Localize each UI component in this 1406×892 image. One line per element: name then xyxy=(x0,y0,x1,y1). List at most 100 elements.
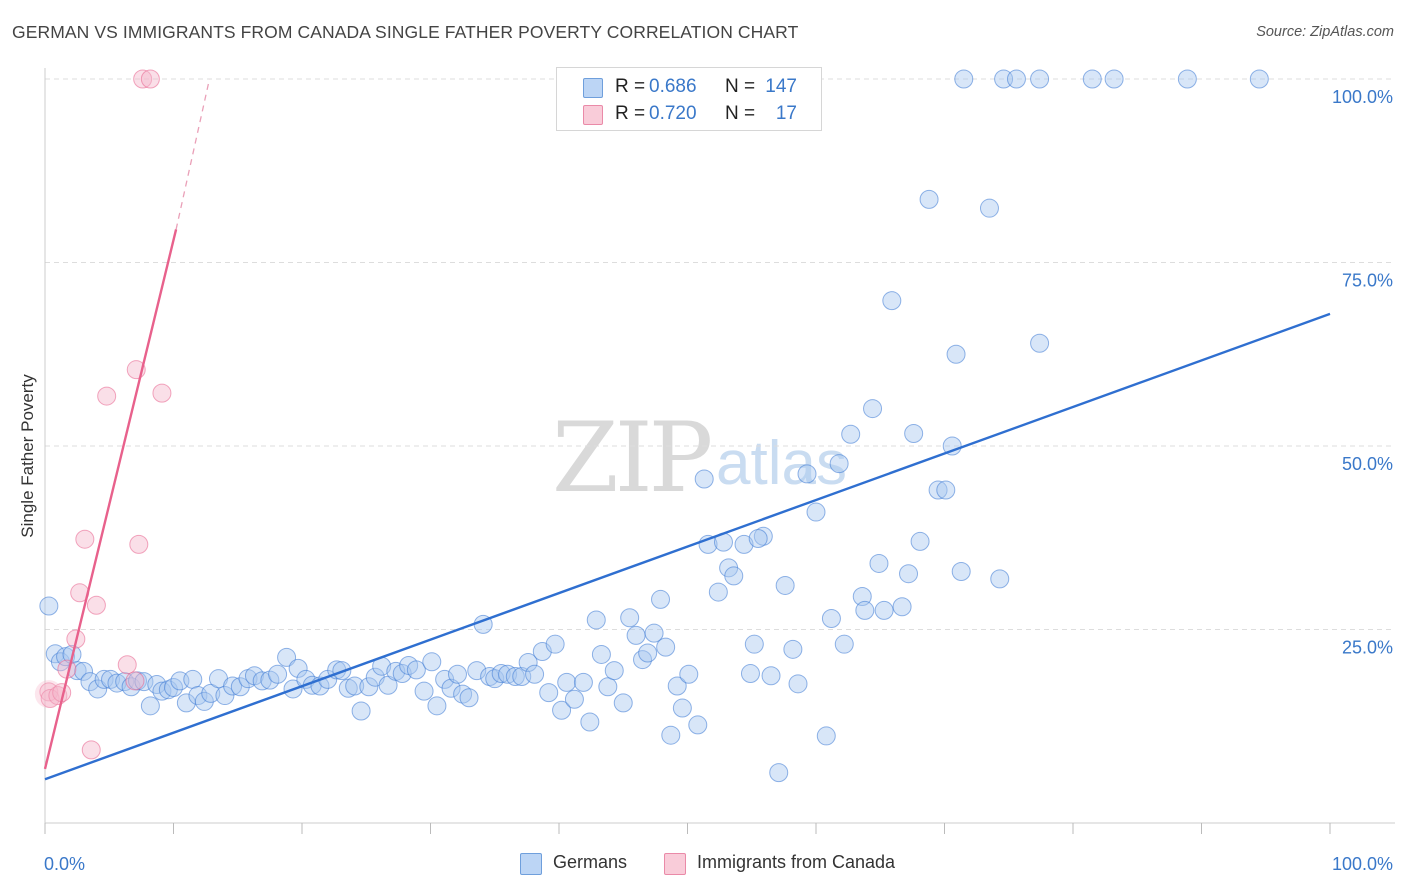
data-point-germans xyxy=(874,600,894,620)
data-point-germans xyxy=(591,644,611,664)
data-point-germans xyxy=(910,531,930,551)
data-point-germans xyxy=(626,625,646,645)
data-point-germans xyxy=(633,650,653,670)
data-point-germans xyxy=(919,189,939,209)
data-point-germans xyxy=(788,674,808,694)
data-point-germans xyxy=(260,670,280,690)
data-point-germans xyxy=(667,676,687,696)
data-point-germans xyxy=(1006,69,1026,89)
data-point-germans xyxy=(586,610,606,630)
data-point-germans xyxy=(147,675,167,695)
data-point-germans xyxy=(1030,333,1050,353)
data-point-germans xyxy=(816,726,836,746)
data-point-germans xyxy=(88,679,108,699)
data-point-germans xyxy=(94,669,114,689)
data-point-germans xyxy=(152,681,172,701)
data-point-germans xyxy=(557,672,577,692)
data-point-germans xyxy=(904,424,924,444)
data-point-germans xyxy=(453,684,473,704)
data-point-germans xyxy=(694,469,714,489)
data-point-germans xyxy=(661,725,681,745)
watermark-atlas: atlas xyxy=(716,429,847,498)
data-point-germans xyxy=(545,634,565,654)
x-tick-label: 100.0% xyxy=(1332,854,1393,874)
legend-r-value: 0.720 xyxy=(649,103,697,124)
data-point-germans xyxy=(74,661,94,681)
data-point-germans xyxy=(775,575,795,595)
legend-n-value: 147 xyxy=(765,76,797,97)
legend-n-value: 17 xyxy=(775,103,797,124)
data-point-germans xyxy=(1177,69,1197,89)
data-point-germans xyxy=(467,661,487,681)
data-point-germans xyxy=(1104,69,1124,89)
data-point-germans xyxy=(806,502,826,522)
data-point-germans xyxy=(1082,69,1102,89)
data-point-canada xyxy=(81,740,101,760)
bottom-legend-swatch-germans xyxy=(520,853,542,875)
data-point-germans xyxy=(638,643,658,663)
data-point-germans xyxy=(485,669,505,689)
data-point-germans xyxy=(194,691,214,711)
data-point-germans xyxy=(734,534,754,554)
data-point-germans xyxy=(869,553,889,573)
data-point-germans xyxy=(580,712,600,732)
data-point-germans xyxy=(644,623,664,643)
data-point-germans xyxy=(505,666,525,686)
data-point-germans xyxy=(688,715,708,735)
data-point-germans xyxy=(277,647,297,667)
bottom-legend-label-germans: Germans xyxy=(553,852,628,872)
watermark-zip: ZIP xyxy=(552,402,713,514)
data-point-germans xyxy=(539,683,559,703)
legend-swatch-canada xyxy=(583,105,603,125)
data-point-germans xyxy=(573,672,593,692)
data-point-germans xyxy=(491,664,511,684)
data-point-germans xyxy=(406,660,426,680)
data-point-germans xyxy=(50,652,70,672)
data-point-germans xyxy=(1030,69,1050,89)
data-point-canada xyxy=(40,688,60,708)
data-point-germans xyxy=(80,672,100,692)
data-point-germans xyxy=(672,698,692,718)
data-point-germans xyxy=(797,464,817,484)
data-point-germans xyxy=(979,198,999,218)
data-point-germans xyxy=(946,344,966,364)
data-point-germans xyxy=(518,653,538,673)
data-point-canada xyxy=(140,69,160,89)
data-point-germans xyxy=(598,677,618,697)
y-tick-label: 50.0% xyxy=(1342,454,1393,474)
data-point-germans xyxy=(564,689,584,709)
y-axis-label: Single Father Poverty xyxy=(18,374,37,538)
data-point-germans xyxy=(620,608,640,628)
data-point-canada xyxy=(133,69,153,89)
data-point-germans xyxy=(613,693,633,713)
trend-line-canada xyxy=(43,229,178,770)
data-point-canada xyxy=(129,534,149,554)
data-point-canada xyxy=(152,383,172,403)
data-point-germans xyxy=(821,608,841,628)
legend-n-label: N = xyxy=(725,76,756,97)
legend-box: R = 0.686 N = 147 R = 0.720 N = 17 xyxy=(556,67,822,131)
data-point-germans xyxy=(359,677,379,697)
data-point-germans xyxy=(863,399,883,419)
data-point-germans xyxy=(604,661,624,681)
data-point-germans xyxy=(39,596,59,616)
source-note: Source: ZipAtlas.com xyxy=(1256,24,1394,40)
data-point-germans xyxy=(882,291,902,311)
data-point-germans xyxy=(552,700,572,720)
trend-line-germans xyxy=(44,312,1331,781)
data-point-germans xyxy=(140,696,160,716)
data-point-germans xyxy=(392,664,412,684)
data-point-germans xyxy=(928,480,948,500)
data-point-germans xyxy=(201,683,221,703)
data-point-germans xyxy=(990,569,1010,589)
data-point-germans xyxy=(951,562,971,582)
legend-r-value: 0.686 xyxy=(649,76,697,97)
data-point-germans xyxy=(101,669,121,689)
data-point-germans xyxy=(656,637,676,657)
data-point-germans xyxy=(769,763,789,783)
data-point-canada xyxy=(34,680,63,709)
data-point-germans xyxy=(459,688,479,708)
data-point-germans xyxy=(942,436,962,456)
data-point-germans xyxy=(852,586,872,606)
